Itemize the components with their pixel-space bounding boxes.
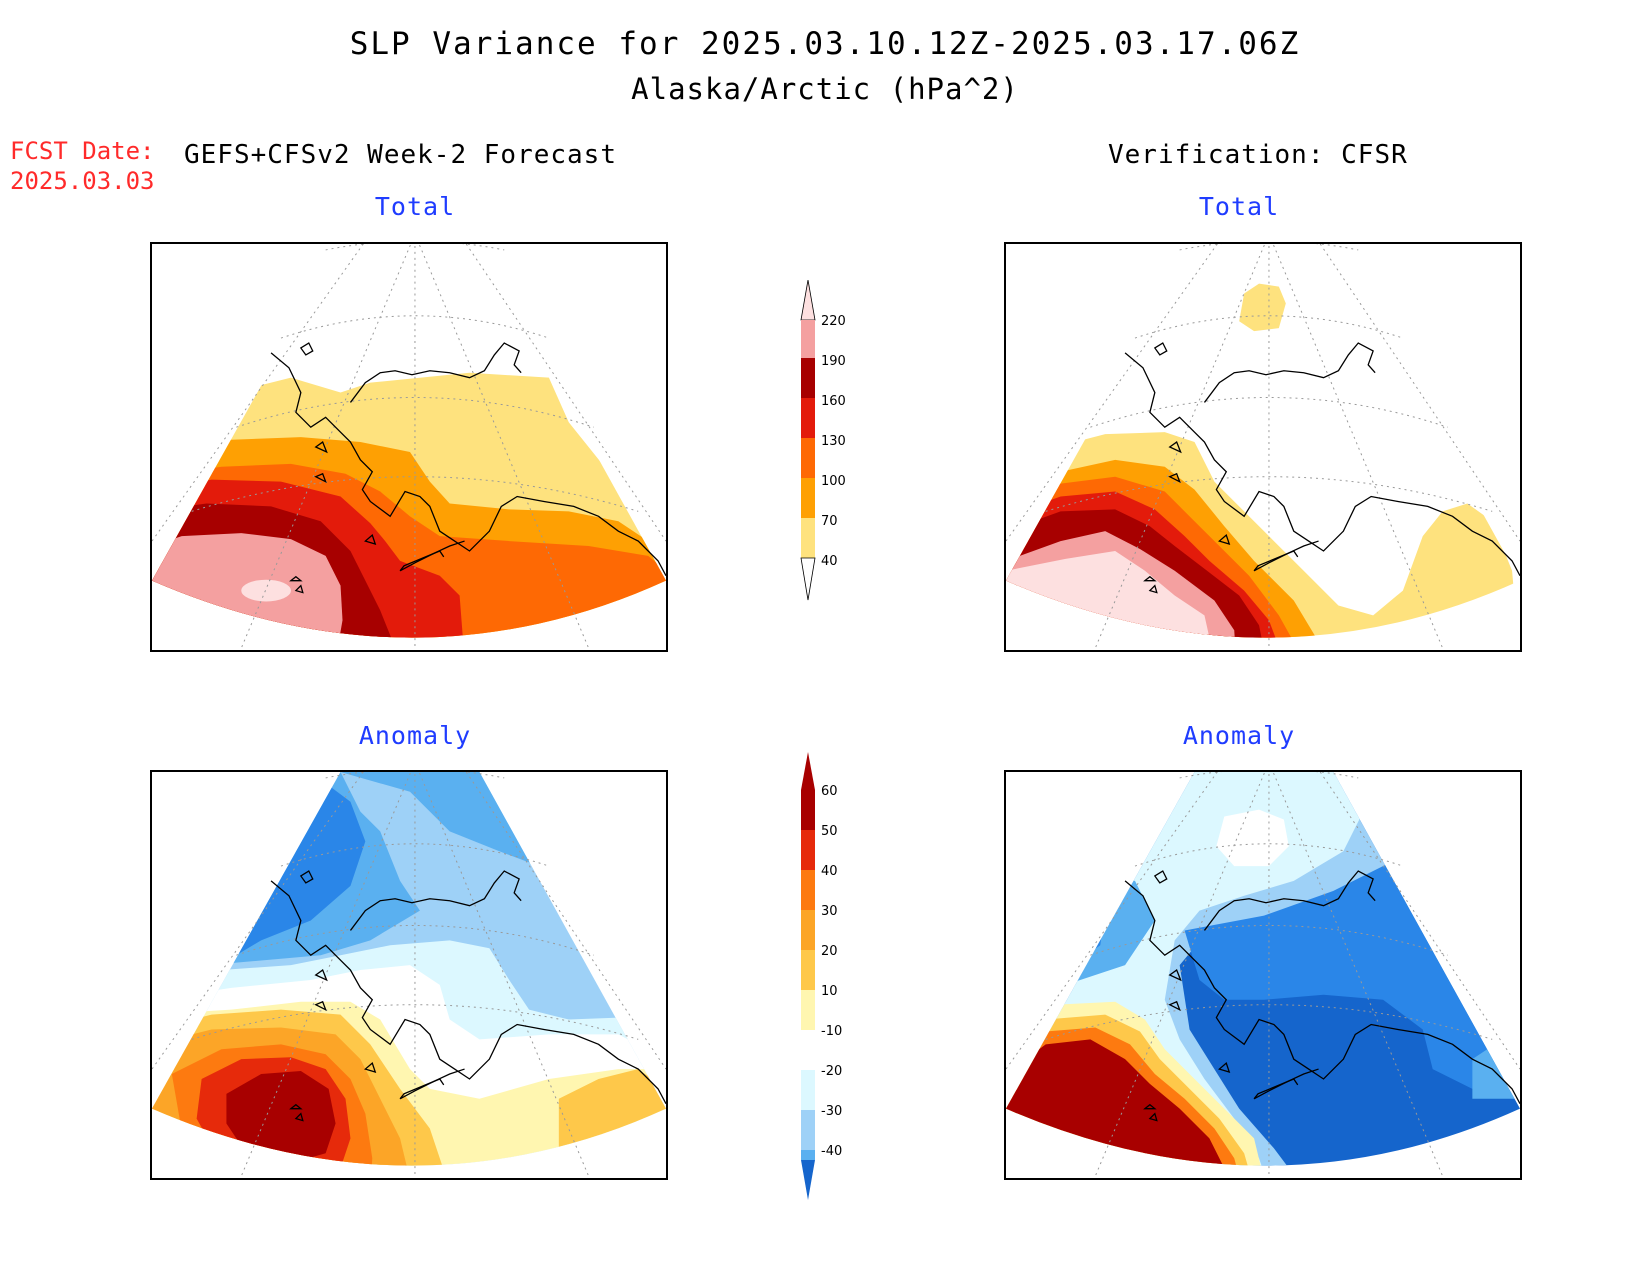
- forecast-header: GEFS+CFSv2 Week-2 Forecast: [184, 140, 617, 170]
- colorbar-swatch-100: [801, 478, 815, 518]
- anomaly-tick-60: 60: [821, 784, 838, 799]
- anomaly-tick-minus-40: -40: [821, 1144, 842, 1159]
- verification-total-svg: [1006, 244, 1520, 650]
- anomaly-tick-50: 50: [821, 824, 838, 839]
- anomaly-tick-10: 10: [821, 984, 838, 999]
- colorbar-tick-160: 160: [821, 394, 846, 409]
- colorbar-tick-40: 40: [821, 554, 838, 569]
- anomaly-swatch-30: [801, 910, 815, 950]
- total-colorbar: 220 190 160 130 100 70 40: [800, 280, 846, 601]
- anomaly-colorbar-tip-top: [801, 752, 815, 790]
- anomaly-swatch-10: [801, 990, 815, 1030]
- forecast-date-value: 2025.03.03: [10, 167, 155, 195]
- verification-anomaly-svg: [1006, 772, 1520, 1178]
- colorbar-tick-220: 220: [821, 314, 846, 329]
- verification-header: Verification: CFSR: [1108, 140, 1408, 170]
- colorbar-tip-bottom: [800, 557, 816, 601]
- colorbar-swatch-160: [801, 398, 815, 438]
- verification-anomaly-map: [1004, 770, 1522, 1180]
- anomaly-swatch-20: [801, 950, 815, 990]
- anomaly-neutral-north: [1216, 809, 1289, 867]
- verification-total-title: Total: [1198, 192, 1280, 221]
- anomaly-swatch-50: [801, 830, 815, 870]
- anomaly-tick-minus-10: -10: [821, 1024, 842, 1039]
- colorbar-tick-130: 130: [821, 434, 846, 449]
- forecast-date-label: FCST Date:: [10, 137, 155, 165]
- colorbar-tick-100: 100: [821, 474, 846, 489]
- colorbar-swatch-190: [801, 358, 815, 398]
- figure-subtitle: Alaska/Arctic (hPa^2): [631, 72, 1019, 106]
- anomaly-tick-minus-30: -30: [821, 1104, 842, 1119]
- colorbar-tick-70: 70: [821, 514, 838, 529]
- colorbar-swatch-220: [801, 320, 815, 358]
- contour-40-north-blob: [1239, 283, 1286, 332]
- forecast-anomaly-svg: [152, 772, 666, 1178]
- anomaly-plus-60: [226, 1071, 336, 1164]
- anomaly-colorbar: 60 50 40 30 20 10 -10 -20 -30 -40: [801, 752, 842, 1200]
- anomaly-swatch-40: [801, 870, 815, 910]
- anomaly-swatch-minus-30: [801, 1150, 815, 1160]
- contour-220: [241, 579, 291, 602]
- verification-total-map: [1004, 242, 1522, 652]
- verification-anomaly-title: Anomaly: [1182, 721, 1296, 750]
- anomaly-swatch-minus-20: [801, 1110, 815, 1150]
- anomaly-tick-minus-20: -20: [821, 1064, 842, 1079]
- forecast-anomaly-map: [150, 770, 668, 1180]
- forecast-anomaly-title: Anomaly: [358, 721, 472, 750]
- colorbar-swatch-130: [801, 438, 815, 478]
- anomaly-swatch-neutral: [801, 1030, 815, 1070]
- anomaly-tick-20: 20: [821, 944, 838, 959]
- forecast-total-title: Total: [374, 192, 456, 221]
- forecast-total-map: [150, 242, 668, 652]
- colorbar-tick-190: 190: [821, 354, 846, 369]
- anomaly-tick-40: 40: [821, 864, 838, 879]
- forecast-total-svg: [152, 244, 666, 650]
- anomaly-colorbar-tip-bottom: [801, 1160, 815, 1200]
- anomaly-tick-30: 30: [821, 904, 838, 919]
- anomaly-swatch-60: [801, 790, 815, 830]
- colorbar-swatch-70: [801, 518, 815, 558]
- forecast-date-block: FCST Date: 2025.03.03: [10, 136, 155, 196]
- colorbar-tip-top: [800, 280, 816, 321]
- anomaly-swatch-minus-10: [801, 1070, 815, 1110]
- figure-title: SLP Variance for 2025.03.10.12Z-2025.03.…: [349, 26, 1301, 62]
